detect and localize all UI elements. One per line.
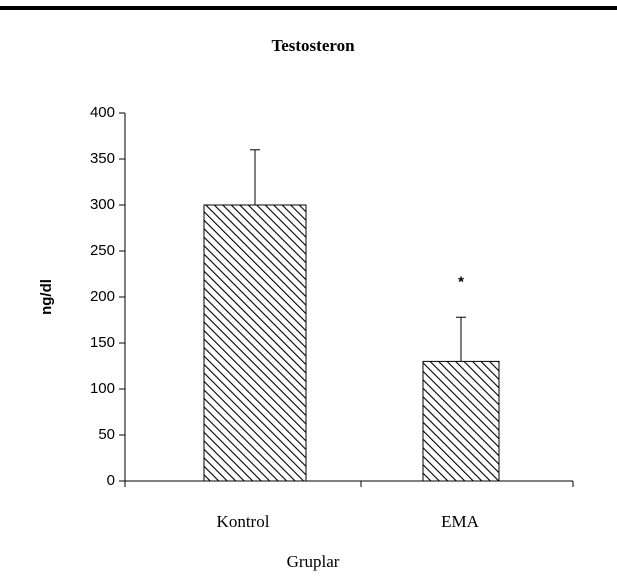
y-tick-label: 200 <box>90 288 115 305</box>
y-tick-label: 100 <box>90 380 115 397</box>
x-tick-label: Kontrol <box>217 512 270 531</box>
x-tick-label: EMA <box>441 512 480 531</box>
y-tick-label: 300 <box>90 196 115 213</box>
bar <box>422 360 500 482</box>
chart-title: Testosteron <box>271 36 355 55</box>
y-tick-label: 250 <box>90 242 115 259</box>
y-tick-label: 150 <box>90 334 115 351</box>
significance-marker: * <box>458 274 464 291</box>
x-axis-label: Gruplar <box>287 552 340 571</box>
y-tick-label: 350 <box>90 150 115 167</box>
bar <box>203 204 307 482</box>
y-axis-label: ng/dl <box>38 279 55 315</box>
y-tick-label: 400 <box>90 104 115 121</box>
y-tick-label: 0 <box>107 472 115 489</box>
top-rule <box>0 6 617 10</box>
y-tick-label: 50 <box>98 426 115 443</box>
